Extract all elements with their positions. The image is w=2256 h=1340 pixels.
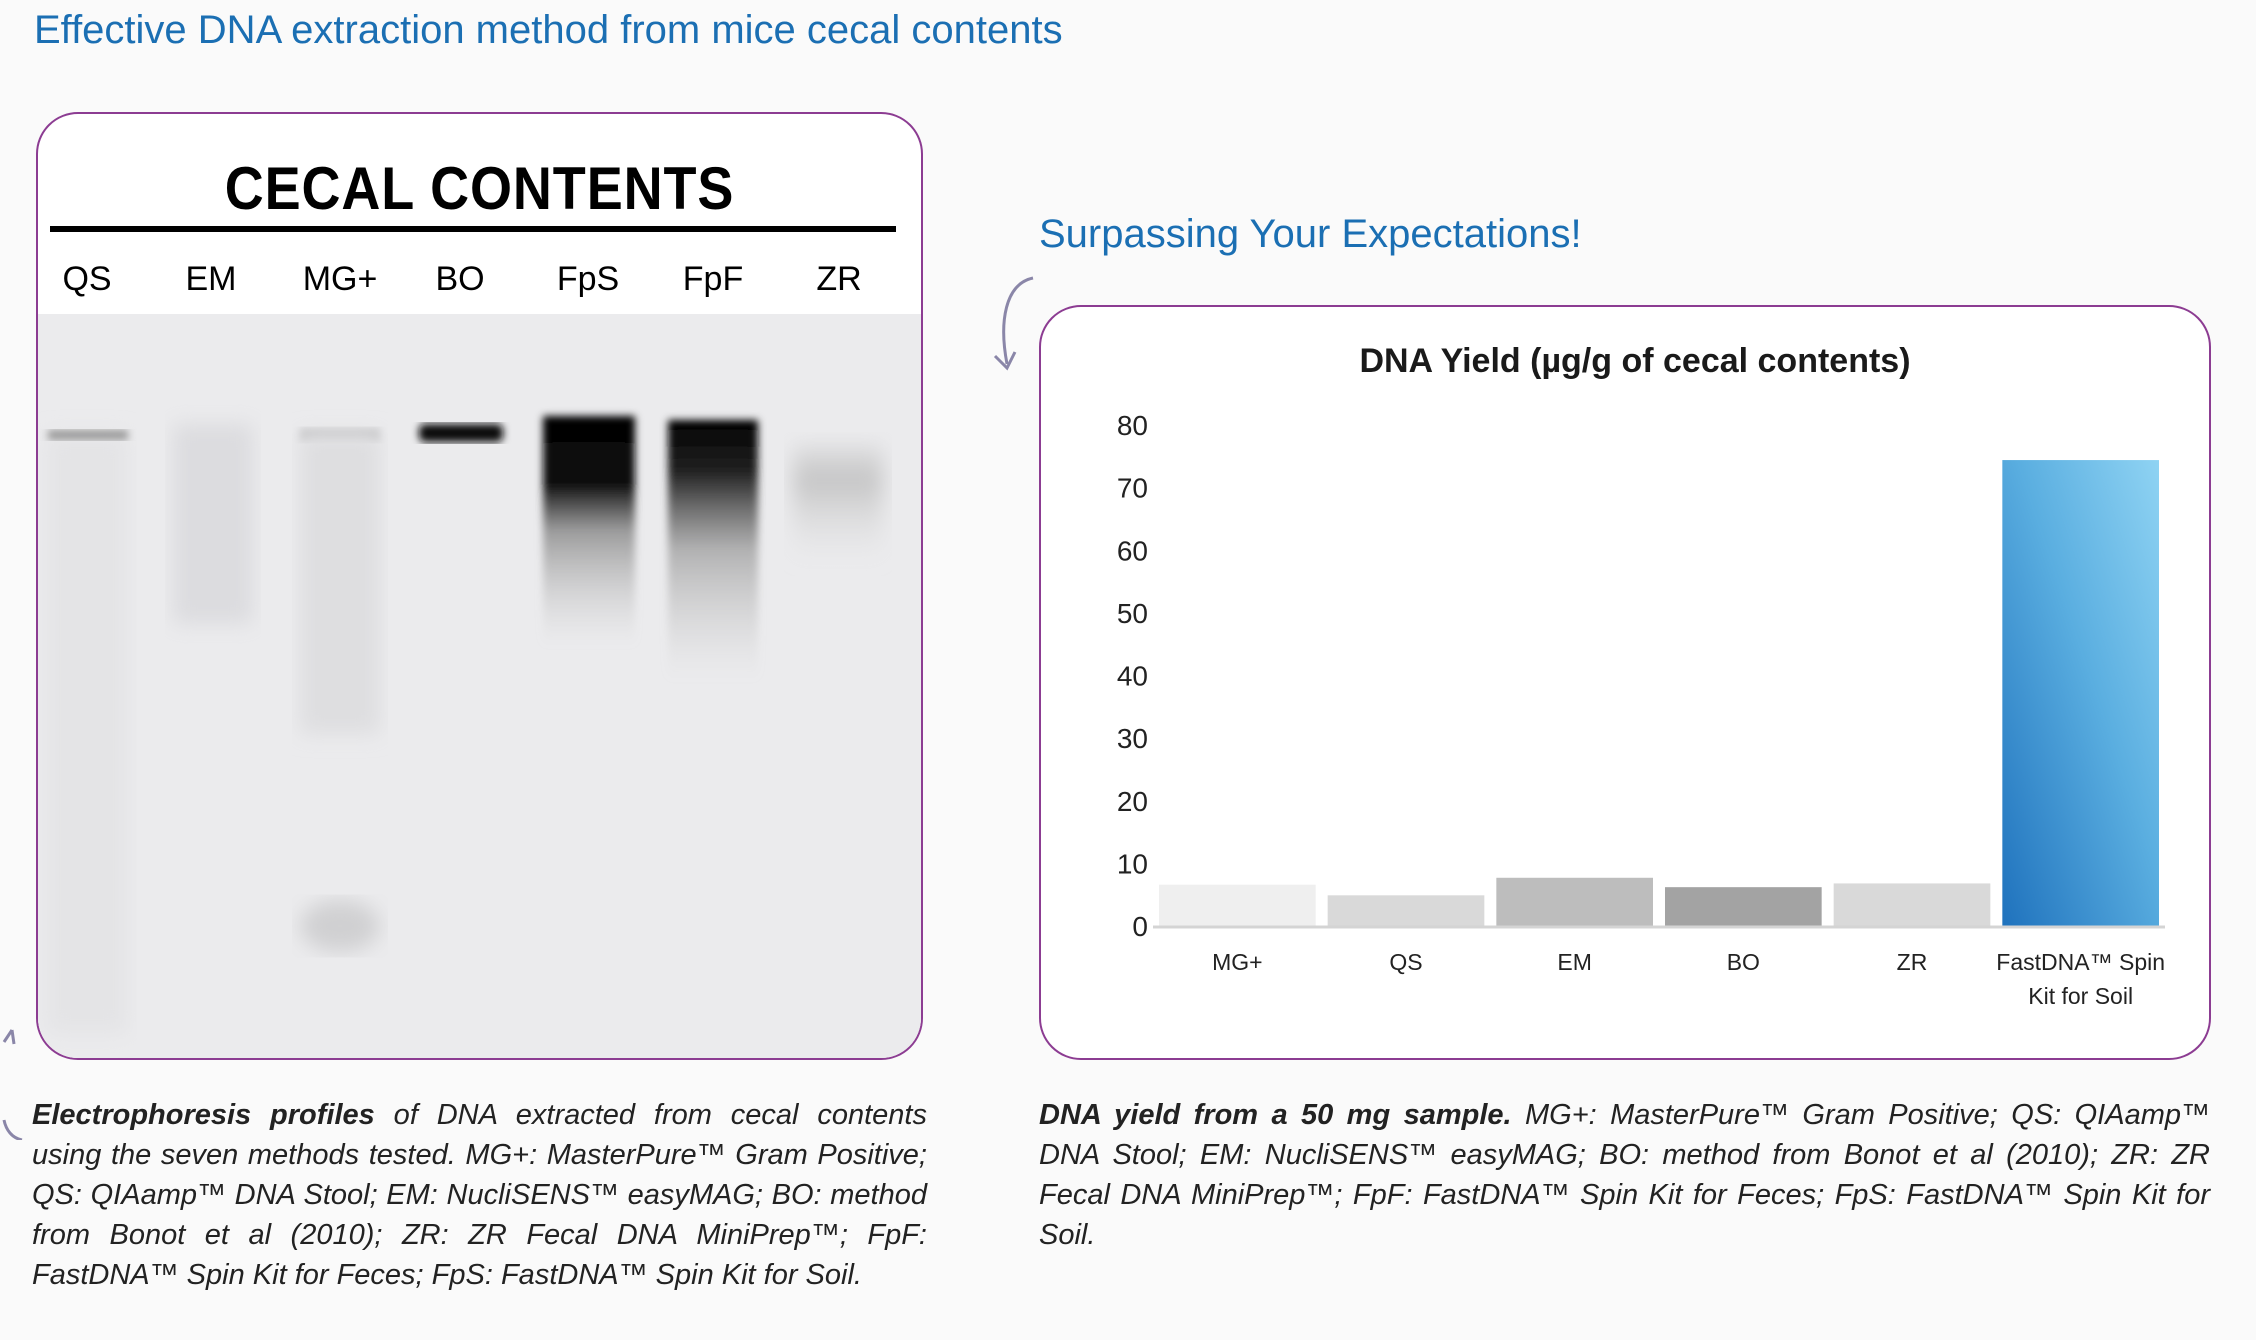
- bar-zr: [1833, 883, 1991, 926]
- gel-title: CECAL CONTENTS: [224, 155, 735, 222]
- lane-label: FpS: [556, 260, 620, 298]
- x-tick-label: QS: [1389, 949, 1422, 975]
- gel-caption-text: of DNA extracted from cecal contents usi…: [32, 1099, 927, 1291]
- bar-chart: DNA Yield (µg/g of cecal contents) 0 10 20…: [1117, 342, 2165, 1009]
- bar-bo: [1665, 887, 1822, 926]
- lane-label: MG+: [302, 260, 378, 298]
- gel-lanes: [46, 416, 883, 1034]
- lane-label: ZR: [816, 260, 862, 298]
- lane-label: FpF: [682, 260, 744, 298]
- bar-fastdna-spin-kit-for-soil: [2002, 460, 2159, 926]
- chart-title: DNA Yield (µg/g of cecal contents): [1359, 342, 1910, 380]
- curved-arrow-icon: [993, 276, 1034, 371]
- y-tick-label: 40: [1117, 661, 1148, 692]
- gel-panel: CECAL CONTENTS QS EM MG+ BO FpS FpF ZR: [36, 112, 923, 1060]
- gel-caption: Electrophoresis profiles of DNA extracte…: [32, 1095, 927, 1295]
- chart-caption: DNA yield from a 50 mg sample. MG+: Mast…: [1039, 1095, 2210, 1255]
- gel-title-rule: [50, 226, 896, 232]
- x-tick-label: EM: [1557, 949, 1592, 975]
- y-tick-label: 80: [1117, 410, 1148, 441]
- y-tick-label: 70: [1117, 473, 1148, 504]
- x-tick-label: FastDNA™ Spin: [1996, 949, 2165, 975]
- bar-qs: [1327, 895, 1485, 926]
- bar-mg-: [1159, 884, 1316, 926]
- lane-label: QS: [62, 260, 112, 298]
- x-tick-label: BO: [1727, 949, 1760, 975]
- chart-caption-bold: DNA yield from a 50 mg sample.: [1039, 1099, 1512, 1131]
- chart-caption-text: MG+: MasterPure™ Gram Positive; QS: QIAa…: [1039, 1099, 2210, 1251]
- curved-arrow-icon: [2, 1029, 23, 1140]
- y-tick-label: 60: [1117, 535, 1148, 566]
- gel-image: [38, 314, 921, 1058]
- gel-caption-bold: Electrophoresis profiles: [32, 1099, 375, 1131]
- page-title: Effective DNA extraction method from mic…: [34, 8, 1063, 52]
- x-tick-label: Kit for Soil: [2028, 983, 2133, 1009]
- x-tick-label: ZR: [1897, 949, 1928, 975]
- y-tick-label: 50: [1117, 598, 1148, 629]
- bar-em: [1496, 877, 1653, 926]
- y-tick-label: 30: [1117, 723, 1148, 754]
- lane-label: BO: [435, 260, 485, 298]
- chart-panel: DNA Yield (µg/g of cecal contents) 0 10 20…: [1039, 305, 2211, 1060]
- y-tick-label: 10: [1117, 848, 1148, 879]
- lane-label: EM: [185, 260, 237, 298]
- chart-heading: Surpassing Your Expectations!: [1039, 212, 1582, 256]
- y-tick-label: 20: [1117, 786, 1148, 817]
- y-tick-label: 0: [1132, 911, 1148, 942]
- x-tick-label: MG+: [1212, 949, 1262, 975]
